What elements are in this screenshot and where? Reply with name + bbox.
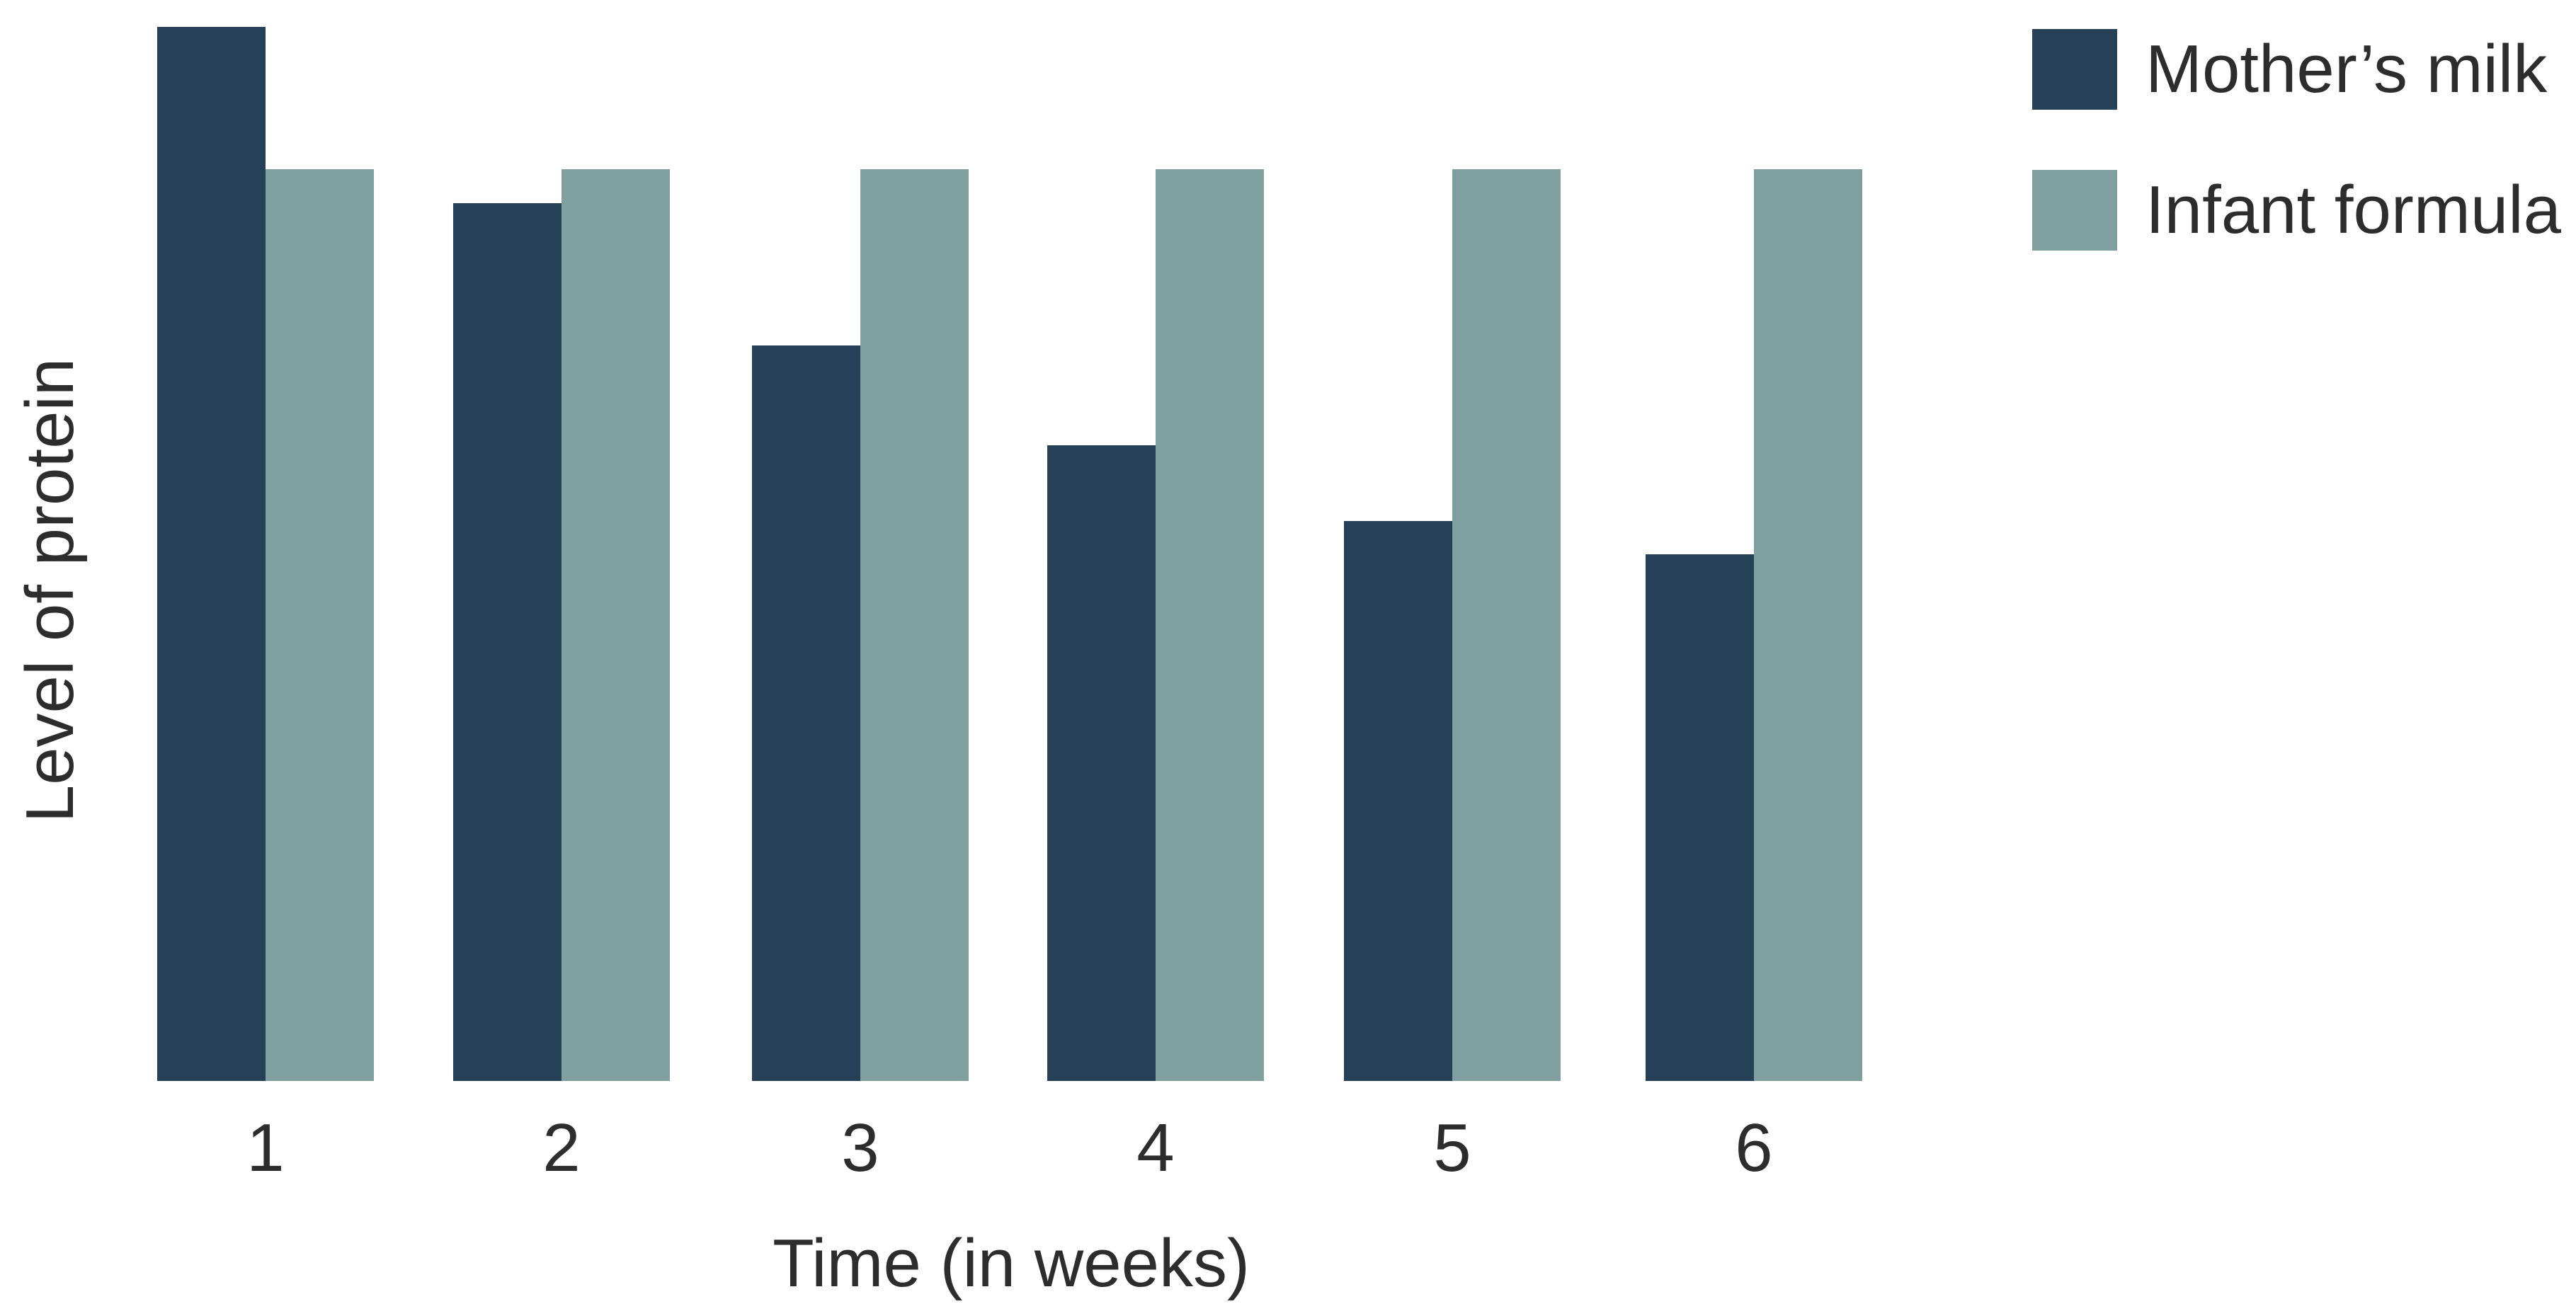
bar-mothers-milk-week-5 — [1344, 521, 1452, 1081]
legend: Mother’s milk Infant formula — [2032, 29, 2561, 311]
x-tick-label-6: 6 — [1735, 1110, 1773, 1186]
legend-label-mothers-milk: Mother’s milk — [2145, 31, 2548, 107]
bar-infant-formula-week-4 — [1156, 169, 1264, 1081]
bar-infant-formula-week-5 — [1452, 169, 1561, 1081]
bar-infant-formula-week-1 — [266, 169, 374, 1081]
x-tick-label-5: 5 — [1433, 1110, 1471, 1186]
bar-mothers-milk-week-2 — [453, 203, 562, 1081]
bar-mothers-milk-week-1 — [157, 27, 266, 1081]
x-tick-label-2: 2 — [542, 1110, 581, 1186]
bar-infant-formula-week-6 — [1754, 169, 1862, 1081]
bar-mothers-milk-week-6 — [1646, 554, 1754, 1081]
plot-area — [157, 27, 1862, 1081]
legend-label-infant-formula: Infant formula — [2145, 172, 2561, 248]
x-axis-title: Time (in weeks) — [773, 1225, 1250, 1301]
legend-swatch-infant-formula — [2032, 170, 2117, 251]
x-tick-label-4: 4 — [1136, 1110, 1175, 1186]
bar-infant-formula-week-3 — [860, 169, 969, 1081]
x-tick-label-1: 1 — [246, 1110, 285, 1186]
bar-infant-formula-week-2 — [562, 169, 670, 1081]
x-tick-label-3: 3 — [841, 1110, 879, 1186]
legend-swatch-mothers-milk — [2032, 29, 2117, 110]
bar-mothers-milk-week-3 — [752, 345, 860, 1081]
legend-item-infant-formula: Infant formula — [2032, 170, 2561, 251]
legend-item-mothers-milk: Mother’s milk — [2032, 29, 2561, 110]
bar-mothers-milk-week-4 — [1047, 445, 1156, 1081]
